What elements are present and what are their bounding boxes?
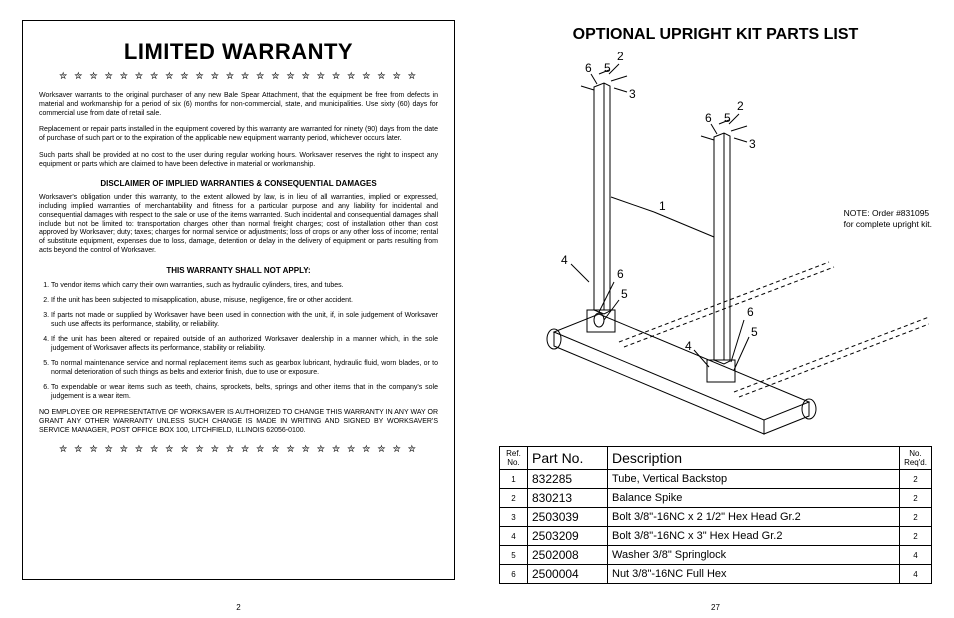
table-row: 4 2503209 Bolt 3/8"-16NC x 3" Hex Head G… <box>500 527 932 546</box>
list-item: To vendor items which carry their own wa… <box>51 281 438 290</box>
warranty-box: LIMITED WARRANTY ✮ ✮ ✮ ✮ ✮ ✮ ✮ ✮ ✮ ✮ ✮ ✮… <box>22 20 455 580</box>
warranty-p4: Worksaver's obligation under this warran… <box>39 194 438 255</box>
callout-6: 6 <box>705 111 712 125</box>
list-item: If the unit has been subjected to misapp… <box>51 296 438 305</box>
right-page: OPTIONAL UPRIGHT KIT PARTS LIST <box>477 0 954 618</box>
star-row-bottom: ✮ ✮ ✮ ✮ ✮ ✮ ✮ ✮ ✮ ✮ ✮ ✮ ✮ ✮ ✮ ✮ ✮ ✮ ✮ ✮ … <box>39 444 438 455</box>
callout-4: 4 <box>561 253 568 267</box>
order-note: NOTE: Order #831095 for complete upright… <box>844 208 932 230</box>
table-header-row: Ref.No. Part No. Description No.Req'd. <box>500 447 932 470</box>
note-line1: NOTE: Order #831095 <box>844 208 930 218</box>
disclaimer-heading: DISCLAIMER OF IMPLIED WARRANTIES & CONSE… <box>39 179 438 188</box>
col-desc: Description <box>608 447 900 470</box>
callout-3: 3 <box>749 137 756 151</box>
list-item: If parts not made or supplied by Worksav… <box>51 311 438 329</box>
callout-1: 1 <box>659 199 666 213</box>
callout-5: 5 <box>621 287 628 301</box>
callout-2: 2 <box>617 52 624 63</box>
warranty-p3: Such parts shall be provided at no cost … <box>39 152 438 170</box>
not-apply-heading: THIS WARRANTY SHALL NOT APPLY: <box>39 266 438 275</box>
callout-2: 2 <box>737 99 744 113</box>
callout-5: 5 <box>751 325 758 339</box>
note-line2: for complete upright kit. <box>844 219 932 229</box>
page-number-left: 2 <box>0 603 477 612</box>
callout-3: 3 <box>629 87 636 101</box>
warranty-footer: NO EMPLOYEE OR REPRESENTATIVE OF WORKSAV… <box>39 409 438 435</box>
table-row: 2 830213 Balance Spike 2 <box>500 489 932 508</box>
list-item: To normal maintenance service and normal… <box>51 359 438 377</box>
star-row-top: ✮ ✮ ✮ ✮ ✮ ✮ ✮ ✮ ✮ ✮ ✮ ✮ ✮ ✮ ✮ ✮ ✮ ✮ ✮ ✮ … <box>39 71 438 82</box>
col-reqd: No.Req'd. <box>900 447 932 470</box>
col-partno: Part No. <box>528 447 608 470</box>
callout-6: 6 <box>617 267 624 281</box>
callout-5: 5 <box>604 61 611 75</box>
warranty-p2: Replacement or repair parts installed in… <box>39 126 438 144</box>
table-row: 6 2500004 Nut 3/8"-16NC Full Hex 4 <box>500 565 932 584</box>
callout-5: 5 <box>724 111 731 125</box>
page-number-right: 27 <box>477 603 954 612</box>
table-row: 3 2503039 Bolt 3/8"-16NC x 2 1/2" Hex He… <box>500 508 932 527</box>
table-row: 1 832285 Tube, Vertical Backstop 2 <box>500 470 932 489</box>
left-page: LIMITED WARRANTY ✮ ✮ ✮ ✮ ✮ ✮ ✮ ✮ ✮ ✮ ✮ ✮… <box>0 0 477 618</box>
callout-6: 6 <box>747 305 754 319</box>
parts-diagram: 6 5 2 3 6 5 2 3 1 4 6 5 4 6 5 NOTE: Orde… <box>499 52 932 442</box>
warranty-p1: Worksaver warrants to the original purch… <box>39 92 438 118</box>
table-row: 5 2502008 Washer 3/8" Springlock 4 <box>500 546 932 565</box>
callout-6: 6 <box>585 61 592 75</box>
parts-table: Ref.No. Part No. Description No.Req'd. 1… <box>499 446 932 584</box>
warranty-title: LIMITED WARRANTY <box>39 39 438 65</box>
list-item: To expendable or wear items such as teet… <box>51 383 438 401</box>
list-item: If the unit has been altered or repaired… <box>51 335 438 353</box>
callout-4: 4 <box>685 339 692 353</box>
not-apply-list: To vendor items which carry their own wa… <box>39 281 438 402</box>
parts-list-title: OPTIONAL UPRIGHT KIT PARTS LIST <box>499 26 932 44</box>
upright-kit-svg: 6 5 2 3 6 5 2 3 1 4 6 5 4 6 5 <box>499 52 929 442</box>
col-ref: Ref.No. <box>500 447 528 470</box>
